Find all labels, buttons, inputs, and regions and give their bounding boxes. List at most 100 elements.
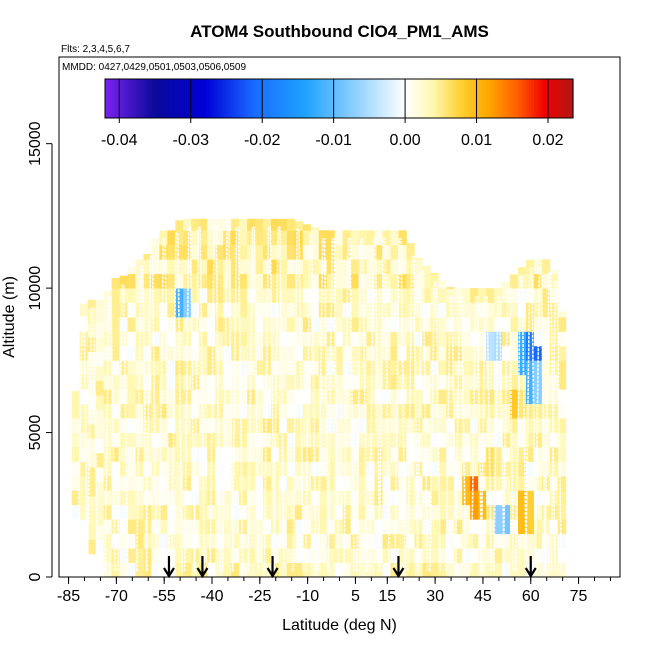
heatmap-cell [231, 548, 240, 563]
heatmap-cell [191, 230, 200, 246]
heatmap-cell [366, 230, 375, 246]
heatmap-cell [143, 389, 152, 405]
heatmap-cell [215, 273, 224, 289]
heatmap-cell [518, 418, 527, 433]
heatmap-cell [79, 403, 89, 419]
heatmap-cell [87, 481, 97, 497]
colorbar-segment [167, 79, 171, 118]
heatmap-cell [302, 224, 312, 231]
heatmap-cell [286, 475, 296, 491]
heatmap-cell [510, 403, 519, 419]
heatmap-cell [510, 490, 519, 506]
heatmap-cell [406, 504, 415, 520]
heatmap-cell [294, 221, 304, 231]
heatmap-cell [175, 288, 184, 303]
heatmap-cell [215, 259, 224, 275]
heatmap-cell [239, 461, 248, 477]
colorbar-tick-label: 0.02 [532, 132, 563, 149]
heatmap-cell [414, 288, 423, 303]
heatmap-cell [79, 374, 89, 390]
heatmap-cell [231, 475, 240, 491]
heatmap-cell [175, 533, 184, 549]
heatmap-cell [533, 360, 543, 376]
heatmap-cell [406, 432, 415, 448]
heatmap-cell [255, 302, 264, 318]
heatmap-cell [366, 244, 375, 260]
heatmap-cell [103, 504, 112, 520]
heatmap-cell [430, 447, 439, 462]
heatmap-cell [510, 533, 519, 549]
heatmap-cell [533, 461, 543, 477]
heatmap-cell [446, 389, 455, 405]
heatmap-cell [310, 418, 320, 433]
heatmap-cell [438, 317, 447, 332]
colorbar-segment [346, 79, 350, 118]
heatmap-cell [422, 302, 431, 318]
heatmap-cell [71, 391, 81, 405]
heatmap-cell [278, 288, 288, 303]
heatmap-cell [263, 447, 272, 462]
heatmap-cell [422, 432, 431, 448]
x-tick-label: 30 [426, 588, 444, 605]
heatmap-cell [462, 345, 471, 361]
heatmap-cell [191, 548, 200, 563]
heatmap-cell [215, 533, 224, 549]
heatmap-cell [111, 533, 120, 549]
heatmap-cell [302, 432, 312, 448]
colorbar-segment [510, 79, 514, 118]
heatmap-cell [191, 259, 200, 275]
heatmap-cell [135, 490, 144, 506]
heatmap-cell [334, 403, 344, 419]
heatmap-cell [518, 475, 527, 491]
heatmap-cell [334, 461, 344, 477]
colorbar-segment [357, 79, 361, 118]
heatmap-cell [143, 253, 152, 260]
heatmap-cell [310, 389, 320, 405]
heatmap-cell [406, 288, 415, 303]
colorbar-segment [294, 79, 298, 118]
heatmap-cell [247, 432, 256, 448]
colorbar-segment [570, 79, 574, 118]
heatmap-cell [263, 403, 272, 419]
heatmap-cell [478, 403, 487, 419]
heatmap-cell [111, 360, 120, 376]
flights-note: Flts: 2,3,4,5,6,7 [61, 44, 130, 55]
heatmap-cell [374, 374, 383, 390]
heatmap-cell [454, 475, 463, 491]
heatmap-cell [398, 490, 407, 506]
heatmap-cell [159, 533, 168, 549]
colorbar [104, 78, 574, 119]
heatmap-cell [549, 548, 559, 563]
heatmap-cell [454, 432, 463, 448]
heatmap-cell [334, 244, 344, 260]
heatmap-cell [510, 504, 519, 520]
heatmap-cell [151, 389, 160, 405]
heatmap-cell [255, 360, 264, 376]
heatmap-cell [199, 259, 208, 275]
heatmap-cell [255, 432, 264, 448]
heatmap-cell [127, 345, 136, 361]
x-tick-label: 15 [378, 588, 396, 605]
heatmap-cell [294, 389, 304, 405]
heatmap-cell [151, 331, 160, 347]
colorbar-tick-label: 0.00 [390, 132, 421, 149]
heatmap-cell [239, 389, 248, 405]
heatmap-cell [119, 548, 128, 563]
heatmap-cell [191, 317, 200, 332]
heatmap-cell [334, 374, 344, 390]
heatmap-cell [510, 360, 519, 376]
heatmap-cell [334, 490, 344, 506]
heatmap-cell [454, 533, 463, 549]
flight-profile-line [394, 238, 406, 572]
heatmap-cell [135, 447, 144, 462]
heatmap-cell [270, 475, 280, 491]
heatmap-cell [310, 302, 320, 318]
heatmap-cell [286, 533, 296, 549]
heatmap-cell [263, 244, 272, 260]
heatmap-cell [278, 317, 288, 332]
heatmap-cell [119, 345, 128, 361]
heatmap-cell [247, 418, 256, 433]
heatmap-cell [159, 548, 168, 563]
heatmap-cell [438, 432, 447, 448]
colorbar-segment [123, 79, 127, 118]
